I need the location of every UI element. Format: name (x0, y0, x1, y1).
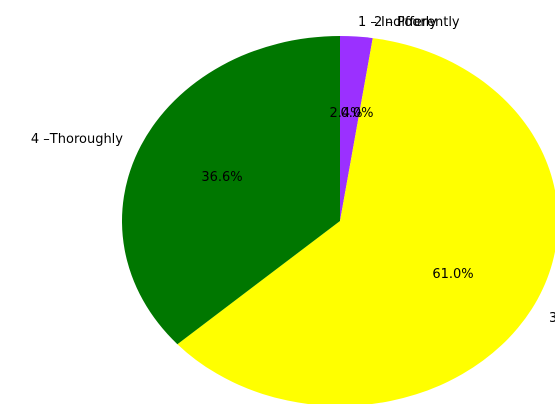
percent-labels: 0.0%2.4% 61.0% 36.6% (201, 106, 473, 282)
category-label: 4 –Thoroughly (31, 132, 123, 147)
pie-slice (121, 36, 340, 345)
percent-label: 0.0% (340, 106, 373, 121)
pie-slices (121, 36, 555, 404)
category-label: 1 – Indifferently (358, 15, 460, 30)
percent-label: 61.0% (432, 267, 473, 282)
percent-label: 36.6% (201, 170, 242, 185)
pie-slice (340, 36, 373, 221)
pie-slice (177, 38, 555, 404)
percent-label: 2.4% (329, 106, 362, 121)
category-label: 3 (549, 311, 555, 326)
category-label: 2 – Poorly (374, 15, 437, 30)
